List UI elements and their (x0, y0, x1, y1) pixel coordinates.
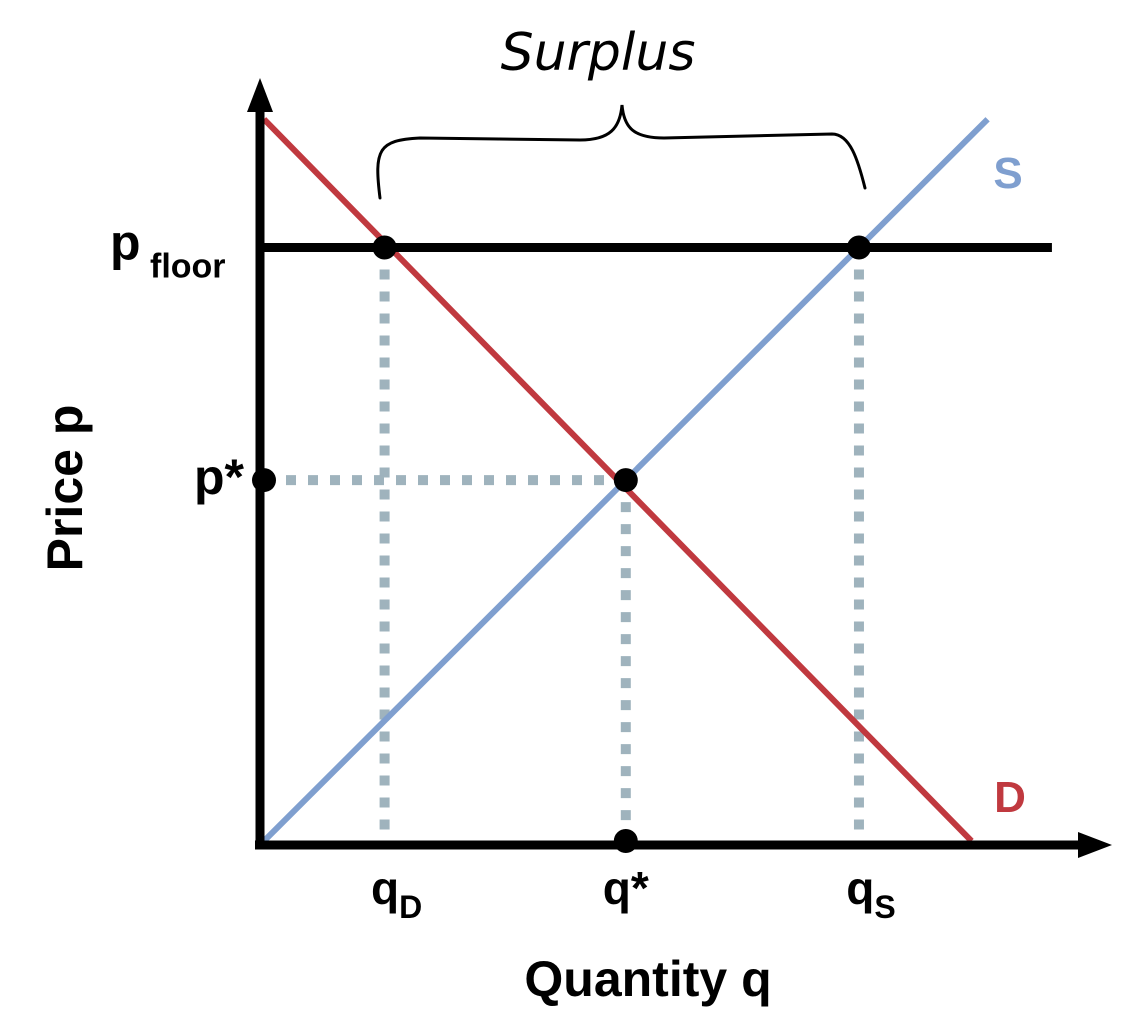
surplus-brace (376, 104, 867, 200)
x-tick-label-2: qS (846, 862, 895, 925)
y-tick-label-1: p* (194, 449, 245, 505)
x-tick-label-0: qD (371, 862, 422, 925)
x-axis-title: Quantity q (524, 951, 771, 1007)
point-4 (613, 829, 638, 853)
y-axis-arrow-icon (247, 78, 273, 112)
demand-label: D (994, 773, 1026, 822)
y-tick-main: p (110, 215, 141, 271)
guide-lines (264, 247, 864, 841)
y-axis-title: Price p (37, 405, 93, 572)
labels: Quantity q Price p S D (37, 149, 1026, 1007)
y-tick-main: p* (194, 449, 245, 505)
surplus-label: Surplus (501, 23, 696, 83)
point-2 (613, 468, 638, 493)
axes (247, 78, 1112, 858)
supply-label: S (993, 149, 1022, 198)
tick-labels: qD q* qS p floor p* (110, 215, 896, 925)
point-1 (846, 235, 871, 260)
surplus-annotation: Surplus (376, 23, 867, 200)
x-axis-arrow-icon (1078, 832, 1112, 858)
points (252, 235, 871, 853)
y-tick-sub: floor (150, 248, 226, 286)
y-tick-label-0: p floor (110, 215, 226, 286)
point-3 (252, 468, 276, 493)
x-tick-label-1: q* (603, 862, 649, 914)
point-0 (372, 235, 397, 260)
